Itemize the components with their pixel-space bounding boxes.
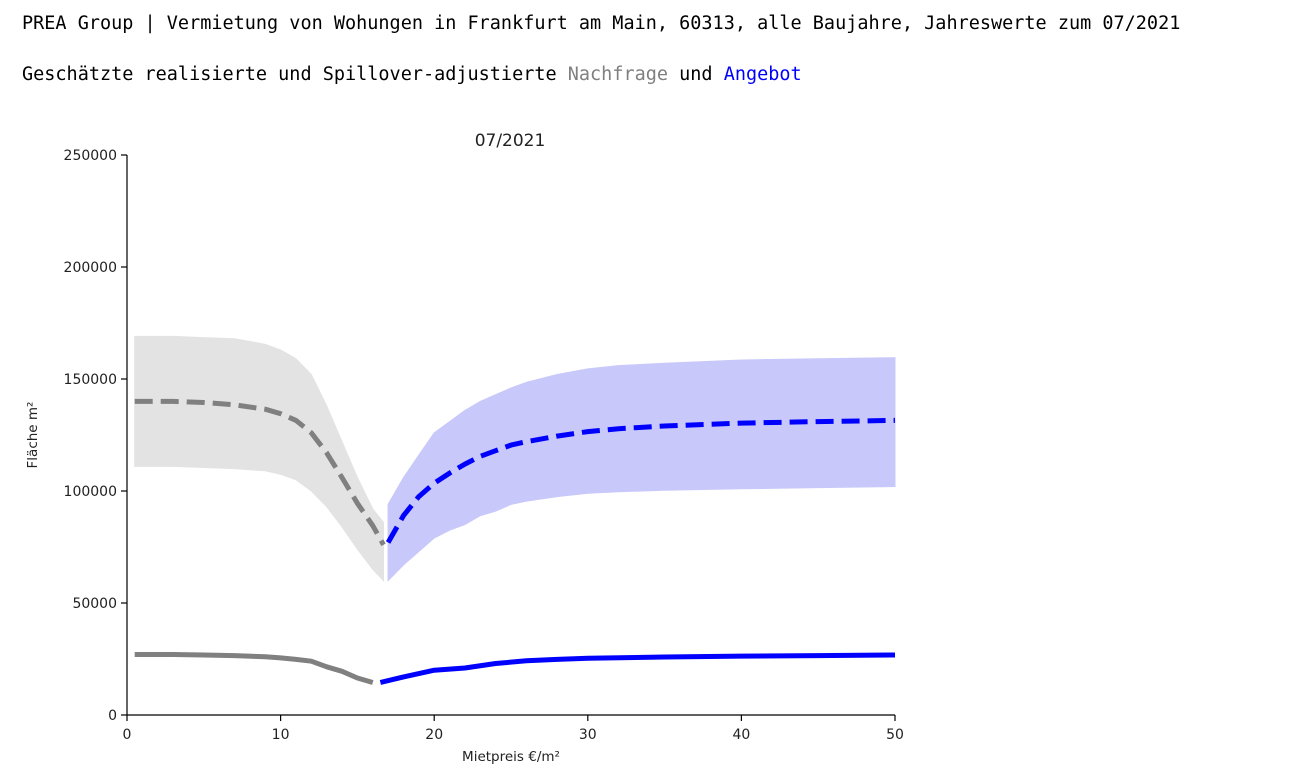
y-tick-label: 50000	[72, 596, 117, 612]
page-title: PREA Group | Vermietung von Wohungen in …	[22, 13, 1181, 34]
x-tick-label: 50	[886, 727, 904, 743]
page-subtitle: Geschätzte realisierte und Spillover-adj…	[22, 64, 802, 85]
y-tick-label: 250000	[64, 148, 117, 164]
confidence-bands	[134, 335, 896, 582]
x-tick-label: 10	[272, 727, 290, 743]
y-tick-label: 0	[108, 708, 117, 724]
y-tick-label: 200000	[64, 260, 117, 276]
x-tick-label: 40	[732, 727, 750, 743]
subtitle-supply: Angebot	[723, 64, 802, 85]
line-supply-dashed-3	[385, 417, 896, 544]
x-tick-label: 20	[425, 727, 443, 743]
x-tick-label: 0	[123, 727, 132, 743]
line-supply-solid-5	[379, 652, 896, 685]
y-tick-label: 150000	[64, 372, 117, 388]
line-demand-dashed-2	[134, 398, 386, 547]
x-axis-label: Mietpreis €/m²	[462, 749, 560, 765]
subtitle-and: und	[679, 64, 713, 85]
band-demand-0	[134, 335, 384, 582]
y-axis-label: Fläche m²	[25, 402, 41, 469]
series-lines	[134, 398, 896, 685]
line-demand-solid-4	[134, 652, 374, 685]
subtitle-prefix: Geschätzte realisierte und Spillover-adj…	[22, 64, 557, 85]
subtitle-demand: Nachfrage	[567, 64, 669, 85]
band-supply-1	[387, 357, 896, 582]
axes: 0 10 20 30 40 50 0 50000 100000 150000 200000 25000…	[64, 148, 904, 743]
chart-title: 07/2021	[475, 131, 546, 151]
y-tick-label: 100000	[64, 484, 117, 500]
x-tick-label: 30	[579, 727, 597, 743]
